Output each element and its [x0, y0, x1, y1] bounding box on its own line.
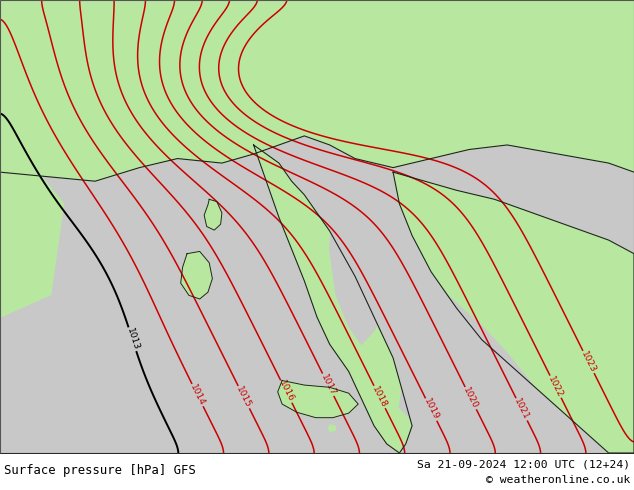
Text: 1015: 1015 — [235, 385, 253, 410]
Text: 1013: 1013 — [124, 327, 140, 351]
Polygon shape — [0, 0, 634, 181]
Text: Sa 21-09-2024 12:00 UTC (12+24): Sa 21-09-2024 12:00 UTC (12+24) — [417, 459, 630, 469]
Text: © weatheronline.co.uk: © weatheronline.co.uk — [486, 475, 630, 485]
Text: 1021: 1021 — [512, 397, 531, 421]
Polygon shape — [181, 251, 212, 299]
Text: 1018: 1018 — [370, 385, 389, 409]
Text: 1016: 1016 — [277, 379, 295, 404]
Polygon shape — [204, 199, 222, 230]
Polygon shape — [399, 281, 533, 444]
Text: 1017: 1017 — [319, 372, 337, 397]
Text: 1022: 1022 — [547, 374, 565, 399]
Text: 1023: 1023 — [579, 350, 598, 374]
Polygon shape — [393, 172, 634, 453]
Text: 1019: 1019 — [422, 397, 440, 422]
Polygon shape — [254, 145, 412, 453]
Text: 1020: 1020 — [462, 386, 480, 411]
Text: 1014: 1014 — [188, 383, 207, 407]
Polygon shape — [278, 381, 358, 417]
Polygon shape — [330, 172, 393, 344]
Text: Surface pressure [hPa] GFS: Surface pressure [hPa] GFS — [4, 464, 196, 476]
Polygon shape — [0, 172, 63, 317]
Polygon shape — [328, 425, 336, 431]
Polygon shape — [467, 303, 476, 314]
